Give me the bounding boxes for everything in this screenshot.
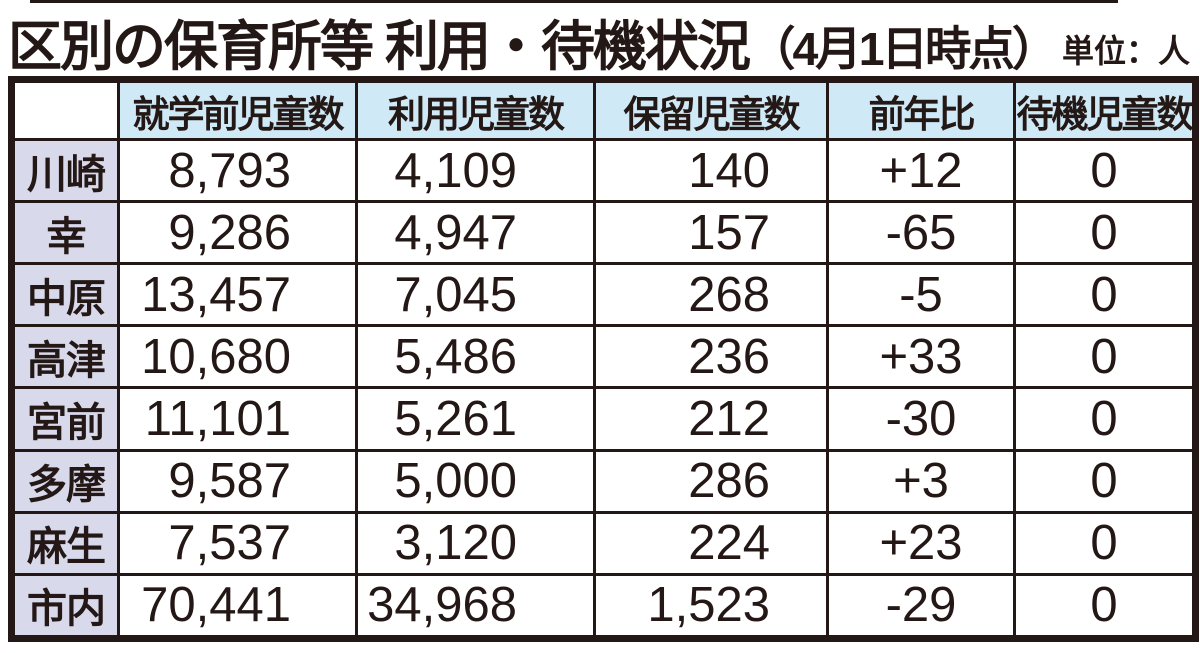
title-date-note: （4月1日時点） — [749, 23, 1058, 76]
pending-count-cell: 157 — [593, 200, 829, 266]
table-header: 就学前児童数 利用児童数 保留児童数 前年比 待機児童数 — [10, 78, 1197, 141]
top-rule — [30, 0, 1118, 3]
yoy-change-cell: +23 — [826, 510, 1016, 576]
page-title: 区別の保育所等 利用・待機状況（4月1日時点） — [8, 17, 1058, 78]
preschool-count-cell: 13,457 — [117, 262, 358, 328]
pending-count-cell: 212 — [593, 386, 829, 452]
preschool-count-cell: 9,587 — [117, 448, 358, 514]
table-row: 川崎 8,793 4,109 140 +12 0 — [10, 137, 1197, 204]
yoy-change-cell: -65 — [826, 200, 1016, 266]
header-cell-pending: 保留児童数 — [593, 78, 829, 141]
ward-cell: 宮前 — [10, 386, 120, 452]
waiting-count-cell: 0 — [1013, 448, 1197, 514]
table-row: 市内 70,441 34,968 1,523 -29 0 — [10, 572, 1197, 641]
enrolled-count-cell: 5,486 — [355, 324, 596, 390]
preschool-count-cell: 11,101 — [117, 386, 358, 452]
ward-cell: 高津 — [10, 324, 120, 390]
ward-cell: 中原 — [10, 262, 120, 328]
pending-count-cell: 140 — [593, 137, 829, 204]
table-row: 多摩 9,587 5,000 286 +3 0 — [10, 448, 1197, 514]
table-body: 川崎 8,793 4,109 140 +12 0 幸 9,286 4,947 157 -65 0 中原 1… — [10, 137, 1197, 641]
pending-count-cell: 268 — [593, 262, 829, 328]
enrolled-count-cell: 4,947 — [355, 200, 596, 266]
header-row: 就学前児童数 利用児童数 保留児童数 前年比 待機児童数 — [10, 78, 1197, 141]
enrolled-count-cell: 4,109 — [355, 137, 596, 204]
ward-cell: 多摩 — [10, 448, 120, 514]
waiting-count-cell: 0 — [1013, 200, 1197, 266]
yoy-change-cell: -29 — [826, 572, 1016, 641]
waiting-count-cell: 0 — [1013, 510, 1197, 576]
table-row: 麻生 7,537 3,120 224 +23 0 — [10, 510, 1197, 576]
preschool-count-cell: 70,441 — [117, 572, 358, 641]
ward-cell: 幸 — [10, 200, 120, 266]
ward-cell: 市内 — [10, 572, 120, 641]
table-row: 高津 10,680 5,486 236 +33 0 — [10, 324, 1197, 390]
waiting-count-cell: 0 — [1013, 262, 1197, 328]
waiting-count-cell: 0 — [1013, 137, 1197, 204]
header-cell-waiting: 待機児童数 — [1013, 78, 1197, 141]
table-row: 幸 9,286 4,947 157 -65 0 — [10, 200, 1197, 266]
header-cell-enrolled: 利用児童数 — [355, 78, 596, 141]
title-bar: 区別の保育所等 利用・待機状況（4月1日時点） 単位：人 — [0, 0, 1200, 76]
yoy-change-cell: -5 — [826, 262, 1016, 328]
header-cell-preschool: 就学前児童数 — [117, 78, 358, 141]
preschool-count-cell: 7,537 — [117, 510, 358, 576]
ward-cell: 麻生 — [10, 510, 120, 576]
yoy-change-cell: -30 — [826, 386, 1016, 452]
unit-label: 単位：人 — [1061, 33, 1190, 69]
ward-cell: 川崎 — [10, 137, 120, 204]
preschool-count-cell: 8,793 — [117, 137, 358, 204]
table-row: 中原 13,457 7,045 268 -5 0 — [10, 262, 1197, 328]
table-row: 宮前 11,101 5,261 212 -30 0 — [10, 386, 1197, 452]
preschool-count-cell: 10,680 — [117, 324, 358, 390]
enrolled-count-cell: 5,000 — [355, 448, 596, 514]
pending-count-cell: 1,523 — [593, 572, 829, 641]
header-cell-ward — [10, 78, 120, 141]
header-cell-yoy: 前年比 — [826, 78, 1016, 141]
enrolled-count-cell: 34,968 — [355, 572, 596, 641]
enrolled-count-cell: 3,120 — [355, 510, 596, 576]
waiting-count-cell: 0 — [1013, 386, 1197, 452]
waiting-count-cell: 0 — [1013, 572, 1197, 641]
yoy-change-cell: +33 — [826, 324, 1016, 390]
waiting-count-cell: 0 — [1013, 324, 1197, 390]
title-main: 区別の保育所等 利用・待機状況 — [8, 17, 751, 78]
preschool-count-cell: 9,286 — [117, 200, 358, 266]
yoy-change-cell: +3 — [826, 448, 1016, 514]
enrolled-count-cell: 5,261 — [355, 386, 596, 452]
yoy-change-cell: +12 — [826, 137, 1016, 204]
pending-count-cell: 236 — [593, 324, 829, 390]
pending-count-cell: 224 — [593, 510, 829, 576]
pending-count-cell: 286 — [593, 448, 829, 514]
childcare-table: 就学前児童数 利用児童数 保留児童数 前年比 待機児童数 川崎 8,793 4,10… — [8, 76, 1199, 642]
enrolled-count-cell: 7,045 — [355, 262, 596, 328]
